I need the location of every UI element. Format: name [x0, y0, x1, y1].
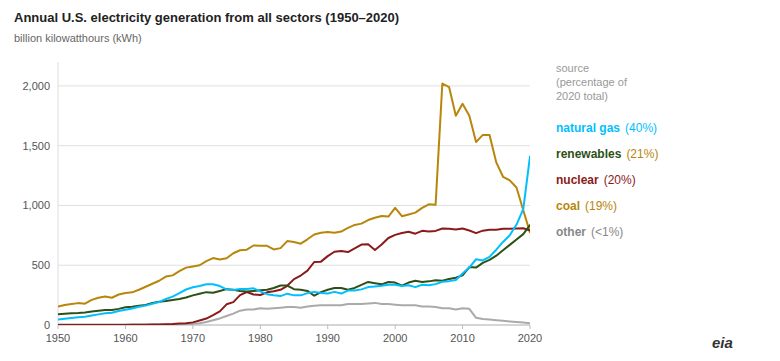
legend-entry: nuclear (20%) — [556, 173, 636, 187]
legend-entry: coal (19%) — [556, 199, 617, 213]
series-line — [58, 156, 530, 319]
y-tick-label: 1,000 — [22, 199, 50, 211]
y-tick-label: 0 — [44, 319, 50, 331]
x-tick — [395, 325, 396, 329]
legend-share: (40%) — [625, 121, 657, 135]
legend-share: (<1%) — [591, 225, 623, 239]
title: Annual U.S. electricity generation from … — [14, 10, 399, 25]
grid-line — [58, 145, 530, 146]
x-tick — [125, 325, 126, 329]
y-tick-label: 500 — [32, 259, 50, 271]
series-line — [58, 225, 530, 314]
x-tick — [462, 325, 463, 329]
grid — [58, 86, 530, 325]
x-tick — [58, 325, 59, 329]
legend-label: other — [556, 225, 586, 239]
series-line — [58, 84, 530, 307]
legend-label: natural gas — [556, 121, 620, 135]
legend-entry: natural gas (40%) — [556, 121, 657, 135]
chart: Annual U.S. electricity generation from … — [0, 0, 780, 361]
legend-header: 2020 total) — [556, 90, 608, 102]
legend-header: source — [556, 62, 589, 74]
legend-label: coal — [556, 199, 580, 213]
y-tick-label: 2,000 — [22, 80, 50, 92]
x-tick — [192, 325, 193, 329]
annotation: eia — [712, 334, 733, 351]
x-tick-label: 2020 — [518, 332, 542, 344]
x-tick-label: 1990 — [315, 332, 339, 344]
legend-label: nuclear — [556, 173, 599, 187]
grid-line — [58, 85, 530, 86]
legend-share: (19%) — [585, 199, 617, 213]
legend-header: (percentage of — [556, 76, 628, 88]
x-tick — [530, 325, 531, 329]
x-tick-label: 1950 — [46, 332, 70, 344]
y-axis-line — [58, 62, 59, 325]
y-tick-label: 1,500 — [22, 140, 50, 152]
x-tick — [327, 325, 328, 329]
x-tick-label: 1980 — [248, 332, 272, 344]
grid-line — [58, 205, 530, 206]
x-tick-label: 2010 — [450, 332, 474, 344]
grid-line — [58, 265, 530, 266]
legend-entry: other (<1%) — [556, 225, 623, 239]
legend-share: (20%) — [604, 173, 636, 187]
subtitle: billion kilowatthours (kWh) — [14, 32, 142, 44]
x-tick-label: 2000 — [383, 332, 407, 344]
legend-share: (21%) — [626, 147, 658, 161]
x-tick — [260, 325, 261, 329]
x-tick-label: 1960 — [113, 332, 137, 344]
legend-entry: renewables (21%) — [556, 147, 658, 161]
x-tick-label: 1970 — [181, 332, 205, 344]
legend-label: renewables — [556, 147, 622, 161]
lines — [58, 84, 530, 325]
